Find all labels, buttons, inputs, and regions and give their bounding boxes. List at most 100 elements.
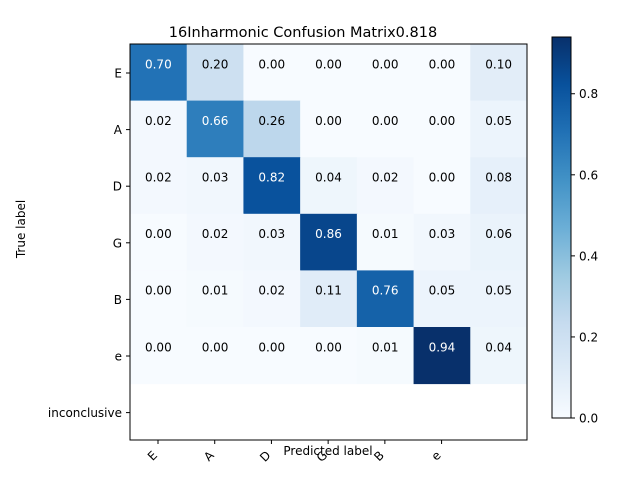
cell-value-label: 0.00 xyxy=(258,340,285,354)
cell-value-label: 0.11 xyxy=(315,284,342,298)
cell-value-label: 0.05 xyxy=(429,284,456,298)
heatmap-cell xyxy=(243,157,301,215)
cell-value-label: 0.20 xyxy=(202,57,229,71)
heatmap-cell xyxy=(470,327,528,385)
heatmap-cell xyxy=(356,44,415,102)
x-tick-label: B xyxy=(371,448,387,464)
heatmap-cell xyxy=(300,44,358,102)
heatmap-cell xyxy=(470,270,528,328)
cell-value-label: 0.04 xyxy=(315,171,342,185)
y-tick-label: B xyxy=(114,293,122,307)
cell-value-label: 0.26 xyxy=(258,114,285,128)
heatmap-cell xyxy=(243,270,301,328)
x-tick-label: E xyxy=(145,448,160,463)
cell-value-label: 0.08 xyxy=(485,171,512,185)
cell-value-label: 0.00 xyxy=(145,227,172,241)
cell-value-label: 0.00 xyxy=(202,340,229,354)
cell-value-label: 0.01 xyxy=(202,284,229,298)
y-tick-label: D xyxy=(113,180,122,194)
y-axis-ticks: E A D G Be inconclusive xyxy=(48,67,130,420)
cell-value-label: 0.10 xyxy=(485,57,512,71)
cell-value-label: 0.00 xyxy=(145,284,172,298)
cell-value-label: 0.02 xyxy=(202,227,229,241)
heatmap-cell xyxy=(300,270,358,328)
y-tick-label: G xyxy=(113,236,122,250)
chart-title: 16Inharmonic Confusion Matrix0.818 xyxy=(169,25,437,41)
heatmap-cell xyxy=(300,213,358,271)
heatmap-cell xyxy=(130,327,188,385)
cell-value-label: 0.94 xyxy=(429,340,456,354)
cell-value-label: 0.00 xyxy=(429,57,456,71)
cell-value-label: 0.00 xyxy=(315,57,342,71)
y-axis-label: True label xyxy=(14,200,28,259)
cell-value-label: 0.00 xyxy=(372,57,399,71)
heatmap-cell xyxy=(470,100,528,158)
cell-value-label: 0.02 xyxy=(372,171,399,185)
heatmap-cell xyxy=(186,44,244,102)
heatmap-cell xyxy=(413,270,471,328)
heatmap-cell xyxy=(186,100,244,158)
x-tick-label: D xyxy=(257,448,273,464)
cell-value-label: 0.00 xyxy=(429,171,456,185)
cell-value-label: 0.01 xyxy=(372,227,399,241)
cell-value-label: 0.00 xyxy=(258,57,285,71)
colorbar-ticks: 0.0 0.2 0.4 0.6 0.8 xyxy=(571,87,598,426)
heatmap-cell xyxy=(186,157,244,215)
colorbar-tick-label: 0.4 xyxy=(579,249,598,263)
cell-value-label: 0.00 xyxy=(145,340,172,354)
heatmap-cell xyxy=(130,44,188,102)
cell-value-label: 0.02 xyxy=(258,284,285,298)
x-tick-label: A xyxy=(201,448,217,464)
cell-value-label: 0.04 xyxy=(485,340,512,354)
heatmap-cell xyxy=(186,327,244,385)
cell-value-label: 0.03 xyxy=(202,171,229,185)
cell-value-label: 0.01 xyxy=(372,340,399,354)
heatmap-cell xyxy=(186,213,244,271)
heatmap-cell xyxy=(470,213,528,271)
heatmap-cell xyxy=(413,213,471,271)
heatmap-cell xyxy=(356,270,415,328)
heatmap-cell xyxy=(130,270,188,328)
heatmap-cell xyxy=(356,157,415,215)
cell-value-label: 0.02 xyxy=(145,171,172,185)
cell-value-label: 0.76 xyxy=(372,284,399,298)
cell-value-label: 0.66 xyxy=(202,114,229,128)
heatmap-cells xyxy=(130,44,528,385)
cell-value-label: 0.03 xyxy=(258,227,285,241)
colorbar-tick-label: 0.6 xyxy=(579,168,598,182)
cell-value-label: 0.00 xyxy=(315,114,342,128)
heatmap-cell xyxy=(300,157,358,215)
heatmap-cell xyxy=(243,213,301,271)
y-tick-label: A xyxy=(114,123,123,137)
heatmap-cell xyxy=(413,157,471,215)
cell-value-label: 0.02 xyxy=(145,114,172,128)
heatmap-cell xyxy=(413,100,471,158)
heatmap-cell xyxy=(413,44,471,102)
cell-value-label: 0.03 xyxy=(429,227,456,241)
heatmap-cell xyxy=(243,44,301,102)
heatmap-cell xyxy=(186,270,244,328)
colorbar-tick-label: 0.0 xyxy=(579,412,598,426)
cell-value-label: 0.06 xyxy=(485,227,512,241)
colorbar-tick-label: 0.8 xyxy=(579,87,598,101)
cell-value-label: 0.00 xyxy=(429,114,456,128)
heatmap-value-labels: 0.70 0.20 0.00 0.00 0.00 0.00 0.10 0.02 0.66 0.26… xyxy=(145,57,512,354)
colorbar xyxy=(551,36,572,419)
heatmap-cell xyxy=(356,213,415,271)
heatmap-cell xyxy=(356,100,415,158)
heatmap-cell xyxy=(243,327,301,385)
heatmap-cell xyxy=(300,100,358,158)
heatmap-cell xyxy=(470,157,528,215)
x-axis-label: Predicted label xyxy=(283,444,372,458)
y-tick-label: e xyxy=(115,350,122,364)
heatmap-cell xyxy=(470,44,528,102)
y-tick-label: inconclusive xyxy=(48,406,122,420)
cell-value-label: 0.00 xyxy=(315,340,342,354)
cell-value-label: 0.86 xyxy=(315,227,342,241)
cell-value-label: 0.00 xyxy=(372,114,399,128)
cell-value-label: 0.05 xyxy=(485,114,512,128)
heatmap-cell xyxy=(356,327,415,385)
cell-value-label: 0.05 xyxy=(485,284,512,298)
heatmap-cell xyxy=(130,157,188,215)
